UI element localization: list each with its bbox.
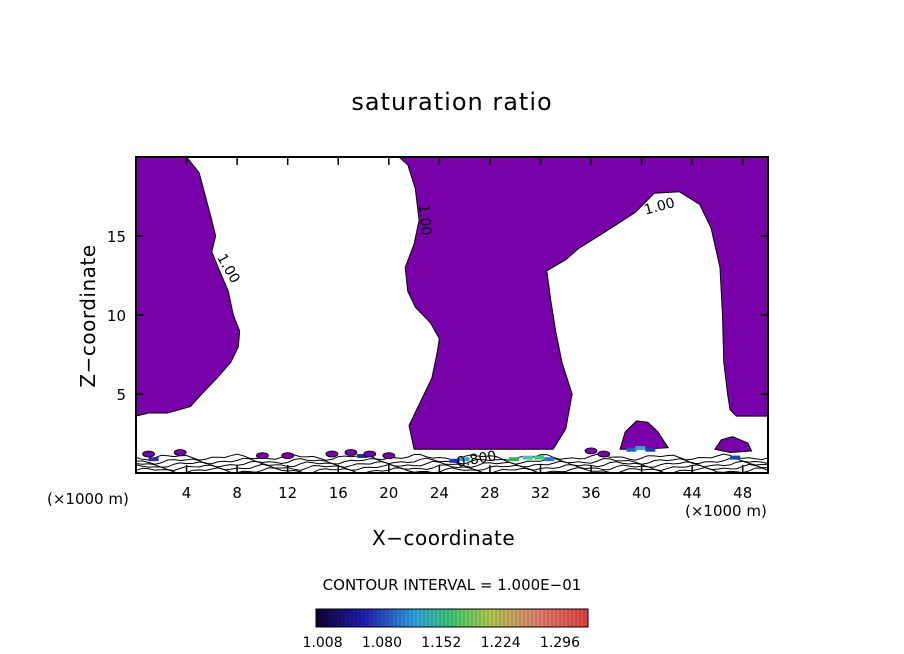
x-tick-label: 8 (232, 484, 242, 502)
colorbar-fill (315, 608, 589, 628)
small-supersaturated-patch (325, 450, 339, 458)
supersaturation-cell (508, 457, 519, 462)
contour-interval-note: CONTOUR INTERVAL = 1.000E−01 (322, 576, 582, 594)
small-supersaturated-patch (584, 447, 598, 455)
colorbar-tick-label: 1.008 (303, 635, 343, 651)
contour-label: 1.00 (415, 204, 434, 236)
small-supersaturated-patch (142, 450, 156, 458)
y-axis-ticks: 5 10 15 (107, 228, 768, 404)
supersaturation-cell (459, 457, 470, 462)
x-tick-label: 4 (182, 484, 192, 502)
x-unit-note-right: (×1000 m) (685, 502, 767, 520)
small-supersaturated-patch (173, 449, 187, 456)
x-tick-label: 36 (581, 484, 600, 502)
supersaturation-cell (357, 454, 368, 458)
x-axis-ticks: 4 8 12 16 20 24 28 32 36 40 44 48 (182, 157, 752, 502)
small-supersaturated-patch (363, 450, 377, 458)
small-supersaturated-patch (281, 452, 295, 460)
colorbar-stripes (315, 609, 585, 627)
surface-contour-line (136, 463, 768, 472)
surface-contour-band (136, 446, 768, 473)
small-supersaturated-patch (597, 450, 611, 458)
small-supersaturated-patch (382, 452, 396, 460)
chart-title: saturation ratio (351, 88, 553, 116)
x-tick-label: 32 (531, 484, 550, 502)
x-tick-label: 40 (632, 484, 651, 502)
supersaturated-region-2 (619, 420, 669, 450)
x-tick-label: 48 (733, 484, 752, 502)
small-supersaturated-patch (255, 452, 269, 460)
supersaturation-cell (534, 455, 545, 460)
colorbar-tick-label: 1.080 (362, 635, 402, 651)
colorbar-tick-label: 1.152 (421, 635, 461, 651)
colorbar-tick-labels: 1.008 1.080 1.152 1.224 1.296 (303, 635, 581, 651)
supersaturation-cell (626, 447, 637, 452)
x-axis-label: X−coordinate (372, 526, 516, 550)
y-tick-label: 15 (107, 228, 126, 246)
y-axis-label: Z−coordinate (76, 244, 100, 388)
supersaturated-region-3 (714, 436, 753, 454)
supersaturation-cell (544, 457, 555, 462)
supersaturated-regions (136, 157, 768, 454)
y-tick-label: 10 (107, 307, 126, 325)
x-tick-label: 20 (379, 484, 398, 502)
supersaturation-cell (635, 446, 646, 451)
small-supersaturated-patch (344, 449, 358, 456)
x-tick-label: 16 (329, 484, 348, 502)
x-unit-note-left: (×1000 m) (47, 490, 129, 508)
supersaturated-region-1 (398, 157, 768, 450)
supersaturation-cell (645, 447, 656, 452)
contour-label: 0.800 (455, 448, 497, 471)
supersaturation-cell (522, 455, 533, 460)
supersaturation-cell (148, 457, 159, 462)
surface-contour-line (136, 460, 768, 468)
contour-label: 1.00 (642, 195, 676, 219)
supersaturated-region-0 (136, 157, 241, 417)
colorbar-tick-label: 1.224 (481, 635, 521, 651)
colorbar: 1.008 1.080 1.152 1.224 1.296 (303, 608, 589, 651)
supersaturation-cell (730, 455, 741, 460)
x-tick-label: 24 (430, 484, 449, 502)
x-tick-label: 12 (278, 484, 297, 502)
y-tick-label: 5 (116, 386, 126, 404)
x-tick-label: 44 (683, 484, 702, 502)
colorbar-tick-label: 1.296 (540, 635, 580, 651)
x-tick-label: 28 (480, 484, 499, 502)
supersaturation-cell (449, 458, 460, 463)
